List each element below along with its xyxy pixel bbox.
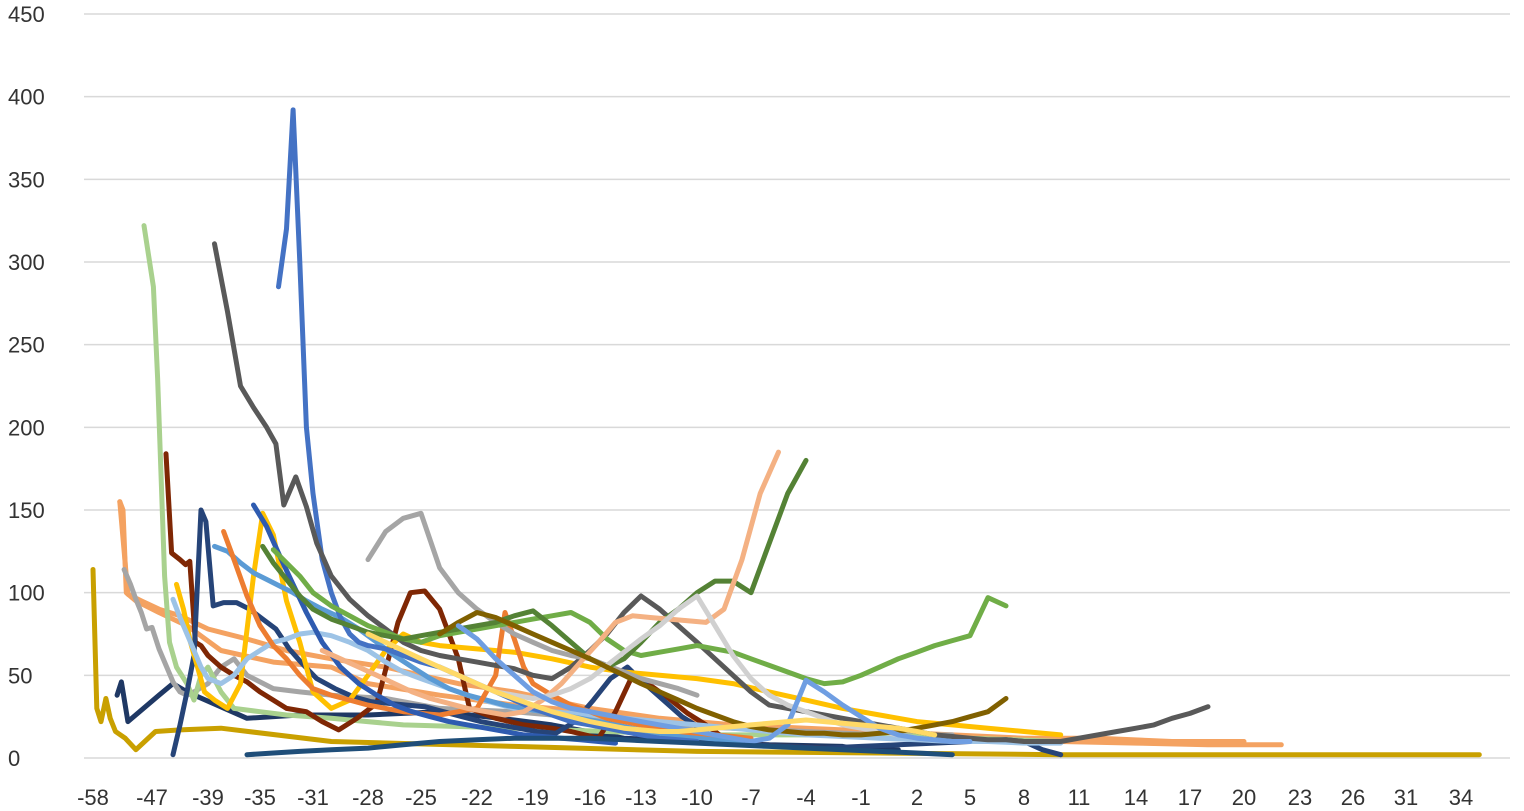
x-tick-label: -47 (136, 785, 168, 810)
series-lines (90, 107, 1482, 758)
x-tick-label: 17 (1178, 785, 1202, 810)
x-tick-label: -39 (192, 785, 224, 810)
x-tick-label: -13 (625, 785, 657, 810)
x-tick-label: 23 (1288, 785, 1312, 810)
x-tick-label: -10 (681, 785, 713, 810)
y-tick-label: 250 (8, 333, 45, 358)
x-tick-label: 14 (1124, 785, 1148, 810)
x-tick-label: 8 (1018, 785, 1030, 810)
x-tick-label: -4 (796, 785, 816, 810)
y-tick-label: 50 (8, 663, 32, 688)
x-tick-label: -35 (244, 785, 276, 810)
series-line-15 (212, 241, 1211, 744)
series-line-18 (260, 457, 809, 670)
series-line-16 (365, 510, 700, 698)
y-axis-tick-labels: 0 50 100 150 200 250 300 350 400 450 (8, 2, 45, 771)
series-line-23 (365, 631, 938, 738)
x-tick-label: 26 (1341, 785, 1365, 810)
y-tick-label: 300 (8, 250, 45, 275)
x-tick-label: 31 (1394, 785, 1418, 810)
y-tick-label: 450 (8, 2, 45, 27)
series-line-24 (244, 735, 955, 758)
y-tick-label: 400 (8, 85, 45, 110)
x-tick-label: 20 (1232, 785, 1256, 810)
x-tick-label: -19 (517, 785, 549, 810)
y-tick-label: 0 (8, 746, 20, 771)
x-axis-tick-labels: -58 -47 -39 -35 -31 -28 -25 -22 -19 -16 -13 -10 -7 -4… (77, 785, 1473, 810)
y-tick-label: 150 (8, 498, 45, 523)
y-tick-label: 350 (8, 167, 45, 192)
series-line-22 (455, 623, 973, 744)
x-tick-label: -1 (851, 785, 871, 810)
x-tick-label: 5 (964, 785, 976, 810)
x-tick-label: -7 (741, 785, 761, 810)
series-line-7 (163, 451, 864, 753)
x-tick-label: 2 (911, 785, 923, 810)
y-tick-label: 100 (8, 581, 45, 606)
x-tick-label: -22 (461, 785, 493, 810)
x-tick-label: 11 (1068, 785, 1091, 810)
x-tick-label: 34 (1449, 785, 1473, 810)
series-line-19 (319, 449, 781, 718)
x-tick-label: -28 (352, 785, 384, 810)
x-tick-label: -58 (77, 785, 109, 810)
gridlines (84, 13, 1510, 759)
y-tick-label: 200 (8, 415, 45, 440)
series-line-12 (221, 529, 754, 741)
x-tick-label: -31 (297, 785, 329, 810)
x-tick-label: -25 (405, 785, 437, 810)
x-tick-label: -16 (574, 785, 606, 810)
